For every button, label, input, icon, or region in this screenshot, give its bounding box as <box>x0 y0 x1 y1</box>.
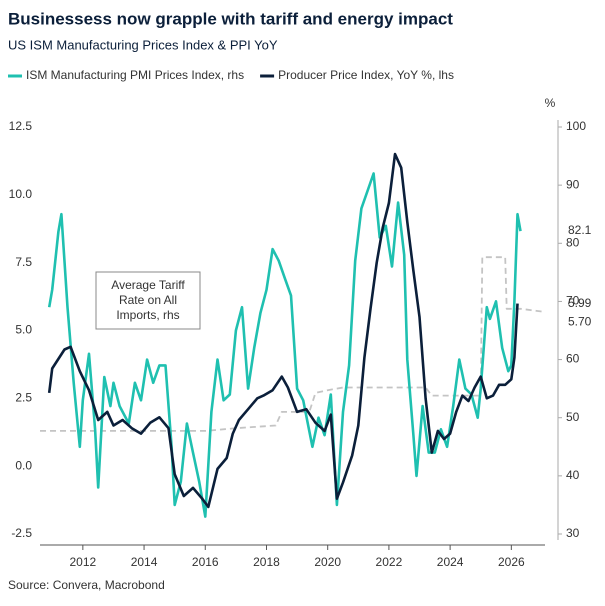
series-line <box>47 172 522 518</box>
y2-tick-label: 60 <box>566 352 580 366</box>
y2-tick-label: 50 <box>566 410 580 424</box>
x-tick-label: 2020 <box>314 555 341 569</box>
annotation-box <box>95 271 201 330</box>
box-label: Average Tariff <box>111 278 185 292</box>
series-line <box>47 152 519 509</box>
y-tick-label: 10.0 <box>9 187 33 201</box>
x-tick-label: 2018 <box>253 555 280 569</box>
y-tick-label: 2.5 <box>15 391 32 405</box>
y2-tick-label: 70 <box>566 294 580 308</box>
legend-label: Producer Price Index, YoY %, lhs <box>278 68 454 82</box>
y2-unit: % <box>545 96 556 110</box>
chart-subtitle: US ISM Manufacturing Prices Index & PPI … <box>8 37 278 52</box>
series-line <box>40 256 543 432</box>
y2-tick-label: 40 <box>566 468 580 482</box>
x-tick-label: 2012 <box>69 555 96 569</box>
y-tick-label: 7.5 <box>15 255 32 269</box>
chart-title: Businessess now grapple with tariff and … <box>8 9 453 28</box>
legend-label: ISM Manufacturing PMI Prices Index, rhs <box>26 68 244 82</box>
y-tick-label: -2.5 <box>11 526 32 540</box>
x-tick-label: 2022 <box>376 555 403 569</box>
box-label: Rate on All <box>119 293 177 307</box>
x-tick-label: 2014 <box>131 555 158 569</box>
annotation: 5.70 <box>568 315 592 329</box>
x-tick-label: 2024 <box>437 555 464 569</box>
annotation: 5.99 <box>568 296 592 310</box>
x-tick-label: 2026 <box>498 555 525 569</box>
annotation: 82.1 <box>568 223 592 237</box>
y2-tick-label: 90 <box>566 177 580 191</box>
x-tick-label: 2016 <box>192 555 219 569</box>
box-label: Imports, rhs <box>116 308 179 322</box>
source: Source: Convera, Macrobond <box>8 578 165 592</box>
y2-tick-label: 30 <box>566 526 580 540</box>
y-tick-label: 0.0 <box>15 458 32 472</box>
y-tick-label: 5.0 <box>15 323 32 337</box>
y2-tick-label: 100 <box>566 119 586 133</box>
y-tick-label: 12.5 <box>9 119 33 133</box>
y2-tick-label: 80 <box>566 235 580 249</box>
